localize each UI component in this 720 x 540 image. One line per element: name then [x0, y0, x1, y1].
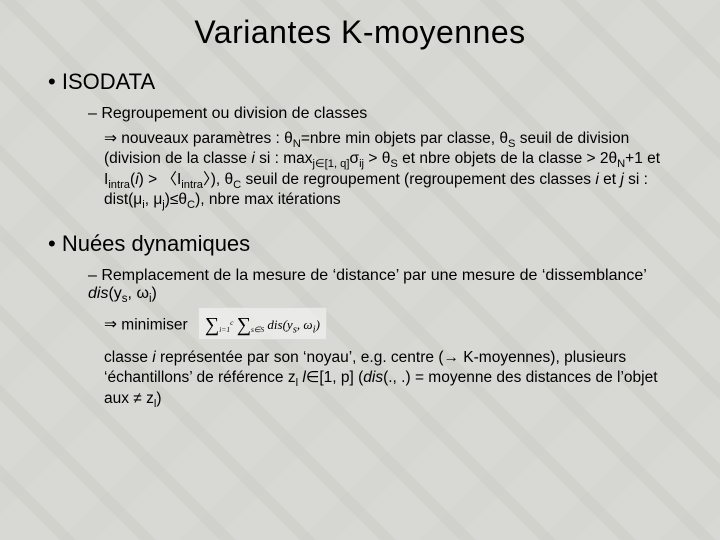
nuees-minimize-label: minimiser [121, 316, 187, 333]
isodata-heading: ISODATA [48, 69, 676, 95]
page-title: Variantes K-moyennes [44, 14, 676, 51]
isodata-subheading: Regroupement ou division de classes [88, 105, 676, 123]
nuees-subheading: Remplacement de la mesure de ‘distance’ … [88, 267, 676, 303]
isodata-body: nouveaux paramètres : θN=nbre min objets… [104, 129, 676, 211]
nuees-body: classe i représentée par son ‘noyau’, e.… [104, 348, 676, 409]
nuees-heading: Nuées dynamiques [48, 231, 676, 257]
nuees-formula: ∑i=1c ∑s∈S dis(ys, ωi) [198, 307, 327, 340]
nuees-minimize-line: minimiser ∑i=1c ∑s∈S dis(ys, ωi) [104, 309, 676, 342]
